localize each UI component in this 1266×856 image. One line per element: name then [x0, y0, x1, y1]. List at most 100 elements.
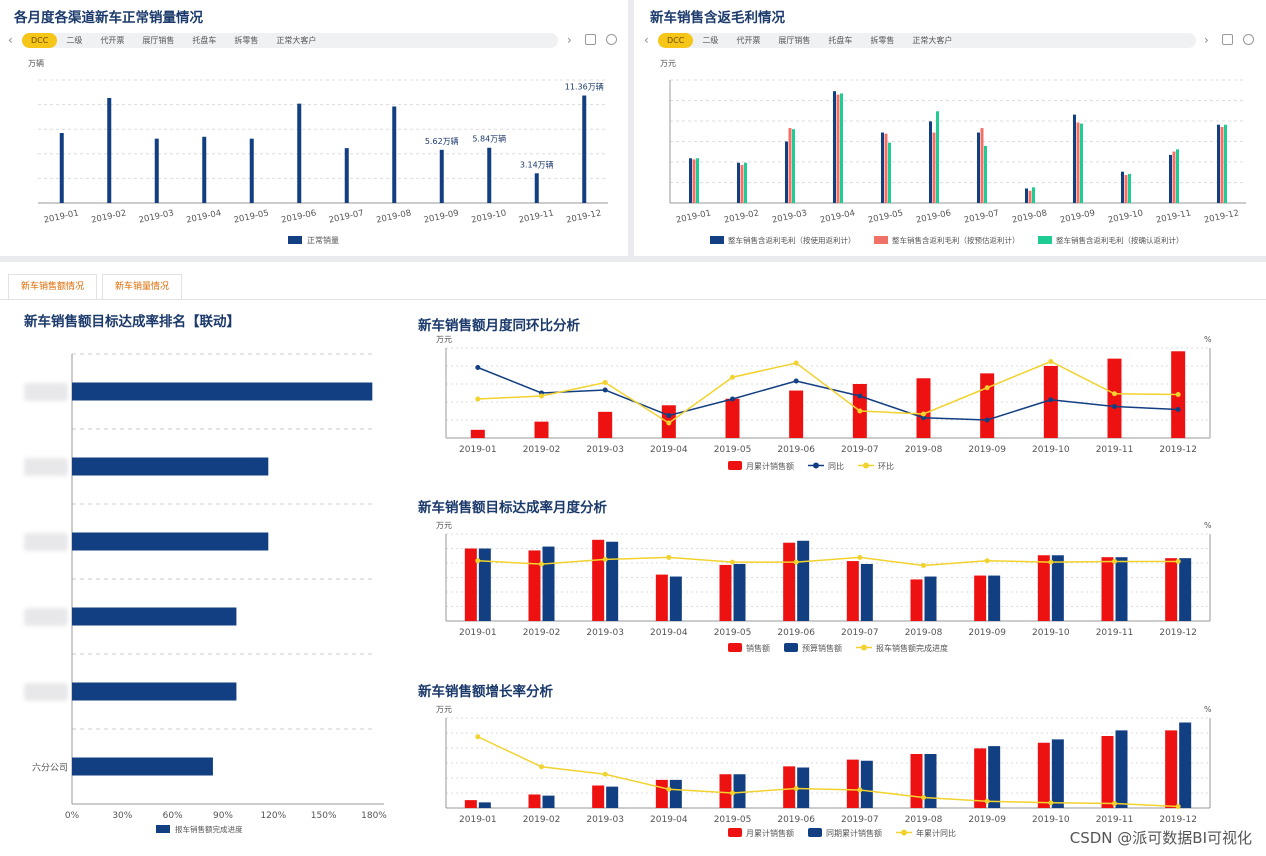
bar-2019-01-s0	[470, 429, 485, 438]
x-tick: 2019-09	[968, 628, 1006, 638]
bar-2019-07-s2	[984, 145, 987, 203]
growth-title: 新车销售额增长率分析	[418, 684, 553, 700]
legend-swatch	[728, 461, 742, 470]
bar-2019-02-s1	[542, 546, 555, 621]
bar-2019-03-s0	[785, 141, 788, 203]
bar-2019-07-s1	[860, 760, 873, 808]
legend-swatch	[156, 825, 170, 833]
legend-swatch	[710, 236, 724, 244]
point-2019-07	[857, 408, 863, 414]
point-2019-11	[1112, 801, 1117, 806]
tab-2[interactable]: 代开票	[100, 36, 125, 45]
channel-tabs: DCC 二级 代开票 展厅销售 托盘车 拆零售 正常大客户	[658, 33, 1196, 48]
tabs-prev-arrow[interactable]: ‹	[644, 33, 649, 47]
copy-icon[interactable]	[1222, 34, 1233, 45]
x-tick: 2019-03	[586, 445, 624, 455]
bar-2019-09-s0	[974, 748, 987, 808]
line-年累计同比	[477, 736, 1179, 808]
tab-4[interactable]: 托盘车	[192, 36, 217, 45]
tab-0[interactable]: DCC	[658, 33, 694, 48]
x-tick: 2019-01	[459, 445, 497, 455]
export-icon[interactable]	[1243, 34, 1254, 45]
line-环比	[477, 360, 1179, 424]
x-tick: 60%	[163, 811, 183, 821]
x-tick: 2019-04	[819, 208, 856, 225]
point-2019-10	[1048, 397, 1054, 403]
tab-6[interactable]: 正常大客户	[912, 36, 953, 45]
bar-2019-05-s0	[725, 398, 740, 438]
gross-profit-chart: 万元 2019-01 2019-02 2019-03 2019-04 2019-05 201…	[660, 59, 1246, 245]
tab-3[interactable]: 展厅销售	[778, 36, 811, 45]
legend-label: 整车销售含返利毛利（按确认返利计）	[1056, 235, 1184, 245]
bar-2019-06-s0	[783, 542, 796, 621]
export-icon[interactable]	[606, 34, 617, 45]
tab-3[interactable]: 展厅销售	[142, 36, 175, 45]
legend-swatch	[784, 643, 798, 652]
x-tick: 2019-01	[459, 815, 497, 825]
bar-2019-04-s2	[840, 93, 843, 203]
x-tick: 2019-08	[905, 628, 943, 638]
point-2019-04	[666, 413, 672, 418]
tab-sales-amount[interactable]: 新车销售额情况	[8, 274, 98, 299]
bar-2019-09-s2	[1080, 123, 1083, 203]
tab-5[interactable]: 拆零售	[870, 36, 895, 45]
x-tick: 2019-05	[867, 208, 904, 225]
point-2019-06	[793, 786, 799, 791]
bar-2019-04-s1	[669, 576, 682, 621]
bar-2019-12-s0	[1165, 730, 1178, 808]
y-axis-label: 万辆	[28, 58, 44, 68]
bar-2019-03	[154, 138, 159, 203]
x-tick: 2019-07	[841, 445, 879, 455]
x-tick: 2019-03	[771, 208, 808, 225]
tab-0[interactable]: DCC	[22, 33, 58, 48]
bar-2019-05-s0	[719, 564, 732, 621]
x-tick: 2019-01	[459, 628, 497, 638]
x-tick: 2019-08	[905, 445, 943, 455]
tab-6[interactable]: 正常大客户	[276, 36, 317, 45]
y2-axis-label: %	[1204, 335, 1212, 344]
copy-icon[interactable]	[585, 34, 596, 45]
point-2019-09	[984, 558, 990, 564]
tab-2[interactable]: 代开票	[736, 36, 761, 45]
bar-2019-11-s1	[1115, 557, 1128, 621]
x-tick: 2019-12	[1159, 815, 1197, 825]
tab-sales-volume[interactable]: 新车销量情况	[102, 274, 183, 299]
x-tick: 2019-01	[43, 208, 80, 225]
rank-label: 六分公司	[32, 762, 68, 774]
tab-5[interactable]: 拆零售	[234, 36, 259, 45]
bar-2019-08-s0	[910, 579, 923, 621]
bar-2019-03-s0	[598, 411, 613, 438]
channel-tabs: DCC 二级 代开票 展厅销售 托盘车 拆零售 正常大客户	[22, 33, 558, 48]
point-2019-11	[1112, 558, 1117, 564]
x-tick: 2019-06	[777, 445, 815, 455]
x-tick: 2019-04	[650, 628, 688, 638]
bar-2019-08-s0	[916, 378, 931, 438]
point-2019-05	[730, 790, 735, 796]
bar-2019-08-s2	[1032, 187, 1035, 203]
bar-2019-12-s2	[1224, 124, 1227, 203]
legend-label: 月累计销售额	[746, 461, 794, 471]
x-tick: 2019-10	[1032, 445, 1070, 455]
tab-4[interactable]: 托盘车	[828, 36, 853, 45]
bar-2019-05-s0	[719, 774, 732, 808]
tabs-next-arrow[interactable]: ›	[1204, 33, 1209, 47]
x-tick: 2019-09	[1059, 208, 1096, 225]
bar-2019-05-s0	[881, 132, 884, 203]
bar-2019-10	[487, 147, 492, 203]
legend-dot	[901, 829, 907, 836]
x-tick: 120%	[260, 811, 286, 821]
tabs-next-arrow[interactable]: ›	[567, 33, 572, 47]
tab-1[interactable]: 二级	[702, 36, 719, 45]
bar-2019-10-s0	[1037, 555, 1050, 621]
tabs-prev-arrow[interactable]: ‹	[8, 33, 13, 47]
bar-2019-03-s2	[792, 129, 795, 203]
target-rank-chart: 六分公司 0% 30% 60% 90% 120% 150% 180% 报车销售额完成进度	[32, 353, 387, 834]
bar-2019-12	[582, 95, 587, 203]
y-axis-label: 万元	[436, 705, 452, 714]
bar-2019-01-s1	[478, 802, 491, 808]
legend-dot	[863, 462, 869, 469]
x-tick: 2019-02	[723, 208, 760, 225]
tab-1[interactable]: 二级	[66, 36, 83, 45]
point-2019-02	[539, 561, 544, 567]
y-axis-label: 万元	[436, 335, 452, 344]
